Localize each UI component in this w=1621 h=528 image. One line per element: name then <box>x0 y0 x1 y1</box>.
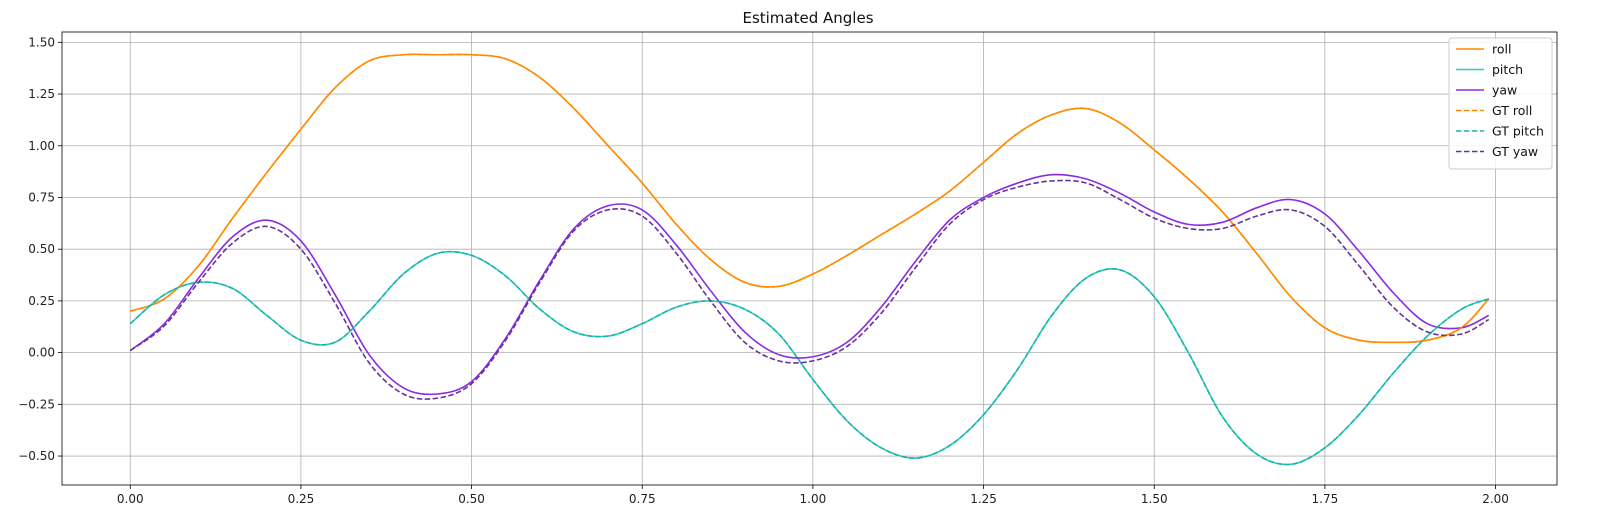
x-tick-label: 0.00 <box>117 492 144 506</box>
plot-frame <box>61 31 1558 486</box>
axes: 0.00 0.25 0.50 0.75 1.00 1.25 1.50 1.75 2.00 −0.5… <box>18 31 1558 506</box>
plot-area <box>129 53 1490 466</box>
series-line-gt-pitch <box>129 250 1490 466</box>
y-tick-label: −0.50 <box>18 449 55 463</box>
x-tick-label: 1.50 <box>1141 492 1168 506</box>
y-tick-label: 1.25 <box>28 87 55 101</box>
y-tick-label: 0.75 <box>28 190 55 204</box>
series-line-roll <box>129 53 1490 344</box>
legend-label: yaw <box>1492 83 1517 98</box>
x-tick-label: 1.25 <box>970 492 997 506</box>
y-tick-label: 0.25 <box>28 294 55 308</box>
series-line-gt-yaw <box>129 179 1490 400</box>
y-tick-label: 1.00 <box>28 139 55 153</box>
legend-label: GT roll <box>1492 103 1532 118</box>
chart-title: Estimated Angles <box>742 9 873 27</box>
y-tick-label: 0.50 <box>28 242 55 256</box>
x-tick-label: 0.50 <box>458 492 485 506</box>
legend: roll pitch yaw GT roll GT pitch GT yaw <box>1448 37 1553 170</box>
legend-label: roll <box>1492 42 1511 57</box>
x-tick-label: 2.00 <box>1482 492 1509 506</box>
y-tick-label: 1.50 <box>28 35 55 49</box>
x-tick-label: 0.25 <box>288 492 315 506</box>
x-tick-label: 0.75 <box>629 492 656 506</box>
legend-box <box>1448 37 1553 170</box>
legend-label: GT yaw <box>1492 144 1538 159</box>
x-tick-label: 1.00 <box>800 492 827 506</box>
series-line-yaw <box>129 173 1490 396</box>
y-tick-label: −0.25 <box>18 397 55 411</box>
grid <box>62 32 1557 485</box>
y-tick-label: 0.00 <box>28 346 55 360</box>
series-line-gt-roll <box>129 53 1490 344</box>
legend-label: pitch <box>1492 62 1523 77</box>
x-tick-label: 1.75 <box>1312 492 1339 506</box>
legend-label: GT pitch <box>1492 124 1544 139</box>
